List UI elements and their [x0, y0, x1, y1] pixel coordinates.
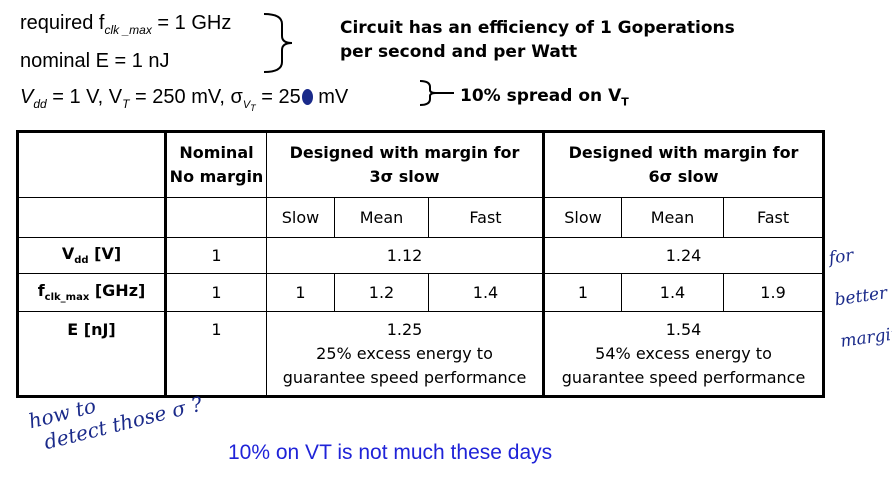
- required-fclk-line: required fclk _max = 1 GHz: [20, 12, 231, 37]
- ink-blot: [301, 89, 313, 105]
- vdd-3sigma: 1.12: [265, 237, 545, 274]
- col-3sigma-header: Designed with margin for 3σ slow: [265, 130, 545, 198]
- sigma-value: = 25: [255, 86, 301, 108]
- vt-value: = 250 mV, σ: [129, 86, 243, 108]
- hand-note-line3: margin: [839, 323, 892, 352]
- efficiency-note: Circuit has an efficiency of 1 Goperatio…: [340, 16, 735, 64]
- empty-label-cell: [16, 197, 166, 238]
- subheader-row: Slow Mean Fast Slow Mean Fast: [16, 197, 826, 238]
- col-6sigma-header: Designed with margin for 6σ slow: [542, 130, 826, 198]
- fclk-3s-slow: 1: [266, 273, 335, 312]
- vdd-symbol: V: [20, 86, 34, 108]
- energy-3sigma: 1.25 25% excess energy to guarantee spee…: [265, 311, 545, 398]
- hand-note-line2: better: [833, 283, 889, 311]
- sub-6s-fast: Fast: [723, 197, 826, 238]
- fclk-row-label: fclk_max [GHz]: [16, 273, 166, 312]
- efficiency-note-line2: per second and per Watt: [340, 42, 578, 62]
- fclk-3s-mean: 1.2: [334, 273, 429, 312]
- sub-6s-slow: Slow: [542, 197, 623, 238]
- vdd-value: = 1 V, V: [46, 86, 123, 108]
- empty-nominal-cell: [164, 197, 267, 238]
- fclk-nominal: 1: [164, 273, 267, 312]
- efficiency-note-line1: Circuit has an efficiency of 1 Goperatio…: [340, 18, 735, 38]
- fclk-6s-mean: 1.4: [621, 273, 725, 312]
- energy-6sigma-value: 1.54: [665, 319, 702, 339]
- sigma-unit: mV: [312, 86, 349, 108]
- energy-3sigma-note1: 25% excess energy to: [316, 343, 493, 363]
- vdd-nominal: 1: [164, 237, 267, 274]
- energy-row: E [nJ] 1 1.25 25% excess energy to guara…: [16, 311, 826, 398]
- energy-nominal: 1: [164, 311, 267, 398]
- fclk-row: fclk_max [GHz] 1 1 1.2 1.4 1 1.4 1.9: [16, 273, 826, 312]
- nominal-energy-line: nominal E = 1 nJ: [20, 50, 170, 73]
- energy-6sigma-note2: guarantee speed performance: [561, 367, 806, 387]
- energy-3sigma-note2: guarantee speed performance: [282, 367, 527, 387]
- fclk-subscript: clk _max: [104, 23, 152, 37]
- vdd-row-label: Vdd [V]: [16, 237, 166, 274]
- col-nominal-header: Nominal No margin: [164, 130, 267, 198]
- nominal-energy-text: nominal E = 1 nJ: [20, 50, 170, 72]
- brace-top: [263, 13, 293, 73]
- spread-note-subscript: T: [621, 95, 629, 109]
- energy-6sigma: 1.54 54% excess energy to guarantee spee…: [542, 311, 826, 398]
- energy-row-label: E [nJ]: [16, 311, 166, 398]
- spread-note: 10% spread on VT: [460, 86, 629, 108]
- fclk-6s-slow: 1: [542, 273, 623, 312]
- handwritten-margin-note: for better margin: [826, 229, 892, 362]
- margin-table: Nominal No margin Designed with margin fo…: [16, 130, 826, 398]
- required-fclk-prefix: required f: [20, 12, 105, 34]
- sub-3s-slow: Slow: [266, 197, 335, 238]
- header-row: Nominal No margin Designed with margin fo…: [16, 130, 826, 198]
- brace-bottom: [419, 80, 454, 106]
- spread-note-text: 10% spread on V: [460, 86, 622, 106]
- required-fclk-value: = 1 GHz: [151, 12, 232, 34]
- vdd-subscript: dd: [33, 97, 47, 111]
- sub-3s-mean: Mean: [334, 197, 429, 238]
- energy-3sigma-value: 1.25: [386, 319, 423, 339]
- vdd-row: Vdd [V] 1 1.12 1.24: [16, 237, 826, 274]
- energy-6sigma-note1: 54% excess energy to: [595, 343, 772, 363]
- fclk-3s-fast: 1.4: [427, 273, 545, 312]
- sigma-subscript: VT: [242, 99, 256, 114]
- sub-3s-fast: Fast: [427, 197, 545, 238]
- vdd-6sigma: 1.24: [542, 237, 826, 274]
- corner-cell: [16, 130, 166, 198]
- vt-spread-comment: 10% on VT is not much these days: [228, 441, 553, 464]
- fclk-6s-fast: 1.9: [723, 273, 826, 312]
- vt-subscript: T: [122, 97, 130, 111]
- sub-6s-mean: Mean: [621, 197, 725, 238]
- vdd-vt-line: Vdd = 1 V, VT = 250 mV, σVT = 25 mV: [20, 86, 348, 113]
